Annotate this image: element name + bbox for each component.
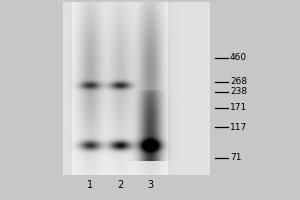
Text: 117: 117 [230,122,247,132]
Text: 238: 238 [230,88,247,97]
Text: 3: 3 [147,180,153,190]
Text: 171: 171 [230,104,247,112]
Text: 2: 2 [117,180,123,190]
Text: 1: 1 [87,180,93,190]
Text: 71: 71 [230,154,242,162]
Text: 460: 460 [230,53,247,62]
Text: 268: 268 [230,77,247,86]
